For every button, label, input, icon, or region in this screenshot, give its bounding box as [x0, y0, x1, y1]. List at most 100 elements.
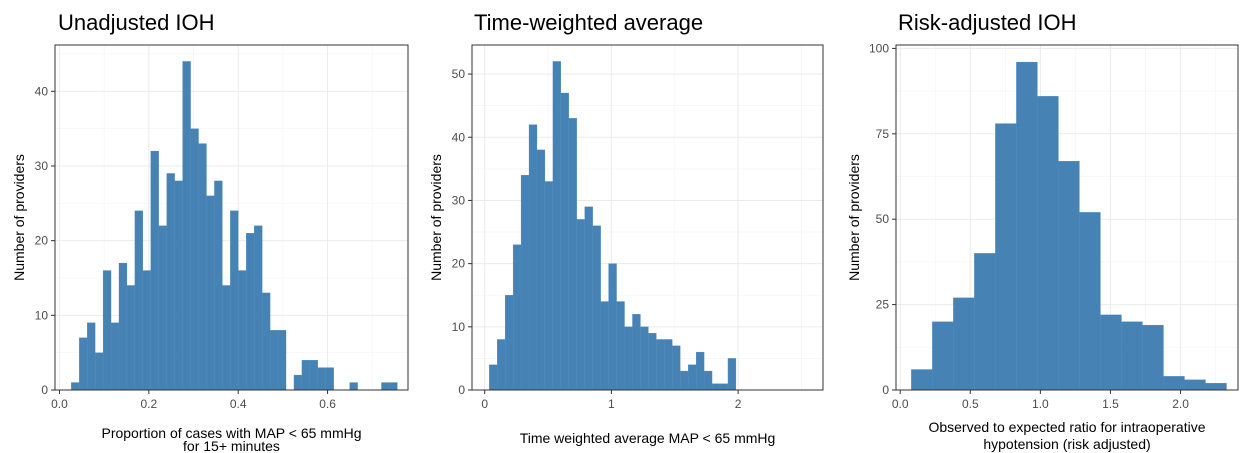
histogram-bar [544, 181, 554, 391]
histogram-bar [592, 225, 601, 391]
histogram-bar [1079, 212, 1101, 391]
y-tick-label: 30 [35, 159, 49, 173]
histogram-bar [695, 351, 705, 391]
y-tick-label: 30 [452, 193, 466, 207]
x-axis-title: Time weighted average MAP < 65 mmHg [520, 430, 776, 446]
x-tick-label: 0.0 [51, 397, 68, 411]
histogram-bar [600, 301, 609, 391]
histogram-bar [974, 253, 996, 391]
histogram-bar [254, 225, 263, 391]
histogram-bar [110, 322, 120, 391]
y-tick-label: 40 [452, 130, 466, 144]
x-axis-title: for 15+ minutes [183, 438, 280, 453]
histogram-bar [301, 359, 311, 391]
y-axis-title: Number of providers [428, 154, 444, 281]
histogram-bar [87, 322, 96, 391]
histogram-bar [325, 367, 334, 391]
histogram-bar [198, 143, 207, 391]
histogram-bar [174, 180, 183, 391]
x-tick-label: 2.0 [1172, 397, 1189, 411]
y-tick-label: 40 [35, 84, 49, 98]
histogram-bar [1121, 321, 1143, 391]
histogram-bar [640, 326, 649, 391]
histogram-bar [1058, 160, 1080, 391]
panel-title: Risk-adjusted IOH [898, 10, 1077, 35]
histogram-bar [1163, 376, 1185, 391]
x-tick-label: 0.4 [230, 397, 247, 411]
y-tick-label: 0 [458, 383, 465, 397]
histogram-bar [317, 367, 326, 391]
x-tick-label: 0.0 [892, 397, 909, 411]
histogram-bar [71, 382, 80, 391]
histogram-bar [672, 345, 681, 391]
histogram-bar [576, 219, 585, 391]
histogram-bar [1100, 314, 1122, 391]
chart-panel-3: 0 25 50 75 100 0.0 0.5 1.0 1.5 2.0 Risk-adjusted I… [846, 10, 1239, 452]
histogram-bar [711, 383, 721, 391]
panel-title: Time-weighted average [474, 10, 703, 35]
histogram-bar [389, 382, 398, 391]
histogram-bar [150, 150, 159, 391]
histogram-bar [134, 210, 143, 391]
histogram-bar [293, 374, 303, 391]
y-tick-label: 0 [882, 383, 889, 397]
histogram-bar [277, 330, 287, 391]
x-tick-label: 0.5 [962, 397, 979, 411]
histogram-bar [528, 124, 538, 391]
histogram-bar [214, 180, 223, 391]
histogram-bar [190, 128, 199, 391]
x-tick-label: 2 [735, 397, 742, 411]
histogram-bar [262, 292, 271, 391]
histogram-bar [608, 263, 617, 391]
histogram-bar [1016, 61, 1038, 391]
histogram-bar [246, 233, 255, 391]
histogram-bar [552, 61, 562, 391]
histogram-bar [632, 314, 641, 391]
histogram-bar [118, 262, 128, 391]
histogram-bar [624, 326, 633, 391]
histogram-bar [381, 382, 390, 391]
histogram-bar [79, 337, 88, 391]
histogram-bar [560, 92, 569, 391]
y-tick-label: 10 [35, 308, 49, 322]
y-tick-label: 20 [35, 234, 49, 248]
histogram-bar [719, 383, 729, 391]
histogram-bar [953, 297, 975, 391]
histogram-bar [166, 173, 175, 391]
y-tick-label: 50 [876, 212, 890, 226]
panel-border [471, 44, 824, 391]
y-tick-label: 75 [876, 127, 890, 141]
histogram-bar [94, 352, 104, 391]
histogram-bar [584, 206, 593, 391]
histogram-bar [230, 210, 239, 391]
histogram-bar [1184, 379, 1206, 391]
histogram-bar [680, 370, 689, 391]
y-tick-label: 100 [869, 41, 889, 55]
histogram-bar [1205, 383, 1227, 391]
y-axis-title: Number of providers [846, 154, 862, 281]
histogram-bar [182, 61, 191, 391]
histogram-bar [688, 364, 697, 391]
chart-panel-1: 0 10 20 30 40 0.0 0.2 0.4 0.6 Unadjusted IOH Numbe… [11, 10, 409, 453]
x-tick-label: 1.0 [1032, 397, 1049, 411]
histogram-bar [656, 339, 665, 391]
x-tick-label: 0.6 [319, 397, 336, 411]
histogram-bar [126, 285, 136, 391]
histogram-bar [727, 358, 737, 391]
histogram-bar [616, 301, 625, 391]
histogram-bar [1037, 96, 1059, 391]
histogram-bar [520, 175, 530, 391]
histogram-bar [911, 369, 933, 391]
histogram-bar [222, 285, 231, 391]
y-tick-label: 10 [452, 320, 466, 334]
x-tick-label: 1 [608, 397, 615, 411]
histogram-bar [995, 123, 1017, 391]
y-tick-label: 20 [452, 257, 466, 271]
histogram-bar [142, 270, 151, 391]
y-axis-title: Number of providers [11, 154, 27, 281]
histogram-bar [497, 339, 506, 391]
x-tick-label: 0 [481, 397, 488, 411]
histogram-bar [648, 332, 657, 391]
histogram-bar [568, 118, 577, 391]
histogram-bar [504, 295, 514, 391]
